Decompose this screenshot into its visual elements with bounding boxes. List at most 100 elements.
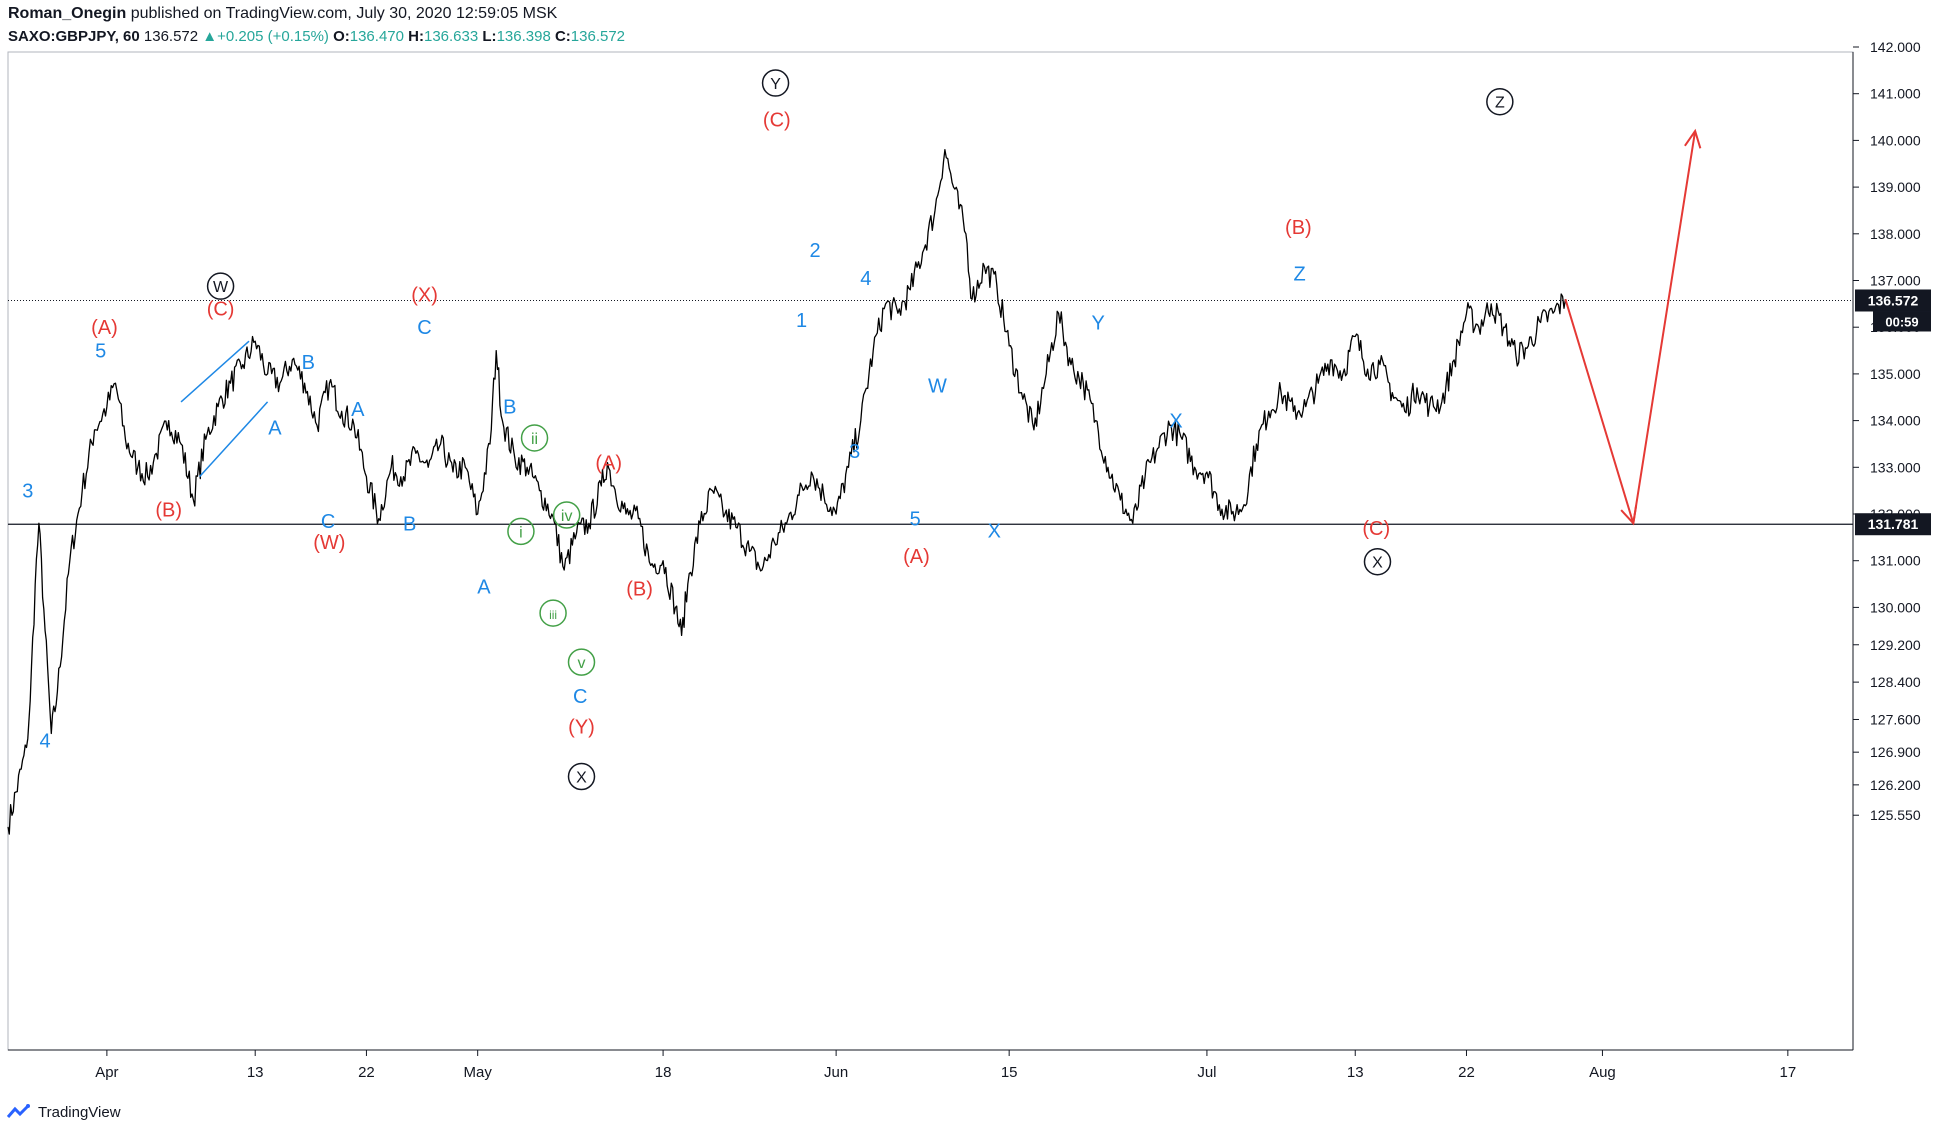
- y-tick-label: 137.000: [1870, 273, 1921, 289]
- y-tick-label: 134.000: [1870, 413, 1921, 429]
- arrow-down-icon: [1620, 505, 1638, 526]
- y-tick-label: 128.400: [1870, 674, 1921, 690]
- wave-label-circle: [1363, 547, 1392, 576]
- wave-label: Y: [1091, 313, 1104, 335]
- wave-label: v: [578, 655, 586, 672]
- x-tick-label: Jun: [824, 1064, 848, 1081]
- wave-label: i: [519, 524, 523, 541]
- wave-label-circle: [567, 648, 596, 676]
- y-tick-label: 127.600: [1870, 711, 1921, 727]
- wave-label: Z: [1294, 264, 1306, 286]
- symbol-name[interactable]: SAXO:GBPJPY, 60: [8, 28, 140, 45]
- wave-label: 1: [796, 310, 807, 332]
- wave-label-circle: [507, 517, 535, 546]
- close-value: 136.572: [570, 28, 626, 45]
- published-text: published on TradingView.com, July 30, 2…: [130, 5, 558, 22]
- wave-label: B: [302, 352, 315, 374]
- x-tick-label: Jul: [1197, 1064, 1216, 1081]
- wave-label: iv: [561, 508, 573, 525]
- open-value: 136.470: [349, 28, 404, 45]
- change-up-icon: ▲: [202, 28, 218, 45]
- y-tick-label: 126.200: [1870, 777, 1921, 793]
- wave-label: (B): [626, 579, 653, 601]
- wave-label: (A): [91, 317, 118, 339]
- wave-label-circle: [520, 424, 549, 452]
- y-tick-label: 138.000: [1870, 226, 1921, 242]
- wave-label: B: [403, 513, 416, 535]
- support-price-tag: [1855, 513, 1931, 536]
- y-tick-label: 133.000: [1870, 459, 1921, 475]
- wave-label: 3: [22, 481, 33, 503]
- wave-label: X: [988, 520, 1001, 542]
- wave-label: (W): [313, 532, 345, 554]
- x-tick-label: Aug: [1589, 1064, 1616, 1081]
- wave-label-circle: [761, 69, 790, 97]
- wave-label: W: [213, 279, 229, 296]
- wave-label-circle: [206, 272, 235, 300]
- symbol-legend: SAXO:GBPJPY, 60 136.572 ▲+0.205 (+0.15%)…: [8, 28, 625, 45]
- wave-label: B: [503, 397, 516, 419]
- wave-label: (A): [595, 453, 622, 475]
- price-line: [7, 149, 1567, 835]
- last-price: 136.572: [143, 28, 199, 45]
- y-tick-label: 139.000: [1870, 179, 1921, 195]
- x-tick-label: Apr: [95, 1064, 118, 1081]
- wave-label: (B): [155, 499, 182, 521]
- wave-label: (C): [207, 299, 235, 321]
- arrow-up-icon: [1684, 128, 1702, 149]
- wave-label: Y: [770, 76, 781, 93]
- wave-label-circle: [1486, 87, 1514, 116]
- x-tick-label: 13: [247, 1064, 264, 1081]
- x-tick-label: 13: [1347, 1064, 1364, 1081]
- y-tick-label: 135.000: [1870, 366, 1921, 382]
- wave-label: C: [573, 686, 587, 708]
- x-tick-label: 18: [655, 1064, 672, 1081]
- wave-label: (X): [411, 285, 438, 307]
- footer-brand[interactable]: TradingView: [6, 1103, 121, 1121]
- support-price-tag-label: 131.781: [1868, 516, 1919, 532]
- countdown-tag: [1873, 311, 1931, 332]
- y-tick-label: 141.000: [1870, 86, 1921, 102]
- author-name[interactable]: Roman_Onegin: [8, 5, 127, 22]
- wave-label: X: [1169, 411, 1182, 433]
- close-label: C:: [554, 28, 571, 45]
- y-tick-label: 125.550: [1870, 807, 1921, 823]
- wave-label: C: [417, 317, 431, 339]
- y-tick-label: 131.000: [1870, 553, 1921, 569]
- publish-info: Roman_Onegin published on TradingView.co…: [8, 5, 557, 23]
- wave-label: (Y): [568, 716, 595, 738]
- y-tick-label: 140.000: [1870, 132, 1921, 148]
- price-axis[interactable]: 142.000 141.000 140.000 139.000 138.000 137.0…: [1853, 39, 1921, 823]
- x-tick-label: May: [464, 1064, 493, 1081]
- last-price-tag-label: 136.572: [1868, 292, 1919, 308]
- wave-label: (B): [1285, 217, 1312, 239]
- wave-label: (C): [763, 109, 791, 131]
- x-tick-label: 17: [1779, 1064, 1796, 1081]
- price-tags: 136.572 00:59 131.781: [1855, 289, 1931, 536]
- wave-label: A: [268, 418, 282, 440]
- projection-path: [1564, 130, 1697, 524]
- wave-label: Z: [1495, 95, 1505, 112]
- price-change: +0.205 (+0.15%): [217, 28, 329, 45]
- wave-label: (C): [1362, 518, 1390, 540]
- countdown-label: 00:59: [1885, 314, 1918, 329]
- annotations: [180, 128, 1702, 526]
- wave-label: iii: [549, 608, 557, 622]
- low-label: L:: [482, 28, 497, 45]
- wave-label: ii: [531, 431, 538, 448]
- wave-label: C: [321, 511, 335, 533]
- wave-label: 4: [40, 731, 51, 753]
- wave-labels: 34(A)5(B)(C)WABAC(W)B(X)CABiiiiviiivC(Y)…: [22, 69, 1514, 791]
- wave-label: X: [576, 770, 587, 787]
- y-tick-label: 129.200: [1870, 637, 1921, 653]
- wave-label-circle: [552, 501, 581, 529]
- y-tick-label: 142.000: [1870, 39, 1921, 55]
- wave-label: 3: [849, 441, 860, 463]
- wave-label: 4: [860, 268, 871, 290]
- y-tick-label: 130.000: [1870, 599, 1921, 615]
- x-tick-label: 22: [358, 1064, 375, 1081]
- wave-label: 2: [810, 240, 821, 262]
- time-axis[interactable]: Apr 13 22 May 18 Jun 15 Jul 13 22 Aug 17: [95, 1050, 1796, 1081]
- x-tick-label: 15: [1001, 1064, 1018, 1081]
